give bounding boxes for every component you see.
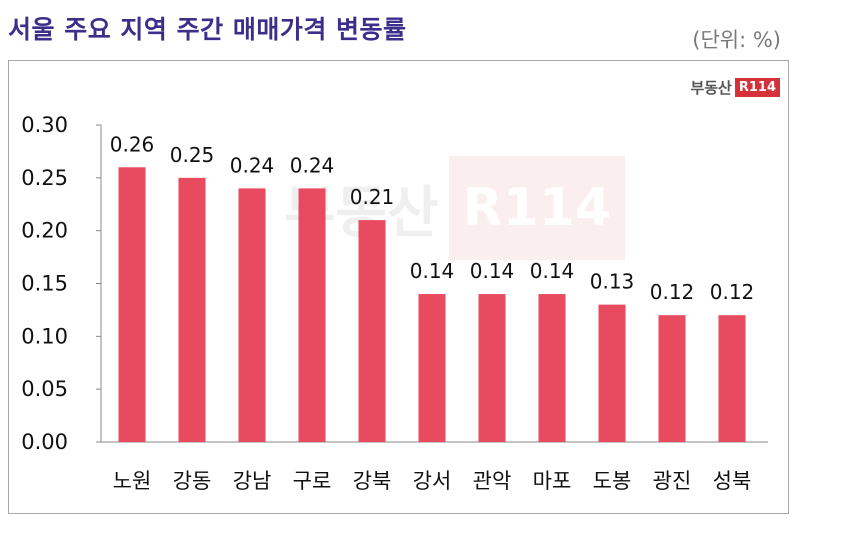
- data-label: 0.12: [650, 280, 695, 304]
- x-tick-label: 도봉: [593, 469, 632, 493]
- y-tick-label: 0.00: [21, 430, 68, 454]
- bar: [478, 294, 506, 442]
- y-tick-label: 0.15: [21, 272, 68, 296]
- bar: [118, 167, 146, 442]
- watermark-box: R114: [448, 156, 626, 260]
- y-tick-label: 0.25: [21, 166, 68, 190]
- x-tick-label: 노원: [113, 469, 152, 493]
- x-tick-label: 마포: [533, 469, 572, 493]
- x-tick-label: 강남: [233, 469, 272, 493]
- data-label: 0.24: [290, 153, 335, 177]
- data-label: 0.14: [530, 259, 575, 283]
- bar: [298, 188, 326, 442]
- data-label: 0.14: [410, 259, 455, 283]
- x-tick-label: 관악: [473, 469, 512, 493]
- data-label: 0.14: [470, 259, 515, 283]
- x-tick-label: 강동: [173, 469, 212, 493]
- y-tick-label: 0.20: [21, 219, 68, 243]
- data-label: 0.24: [230, 153, 275, 177]
- bar: [178, 177, 206, 443]
- x-tick-label: 강서: [413, 469, 452, 493]
- y-tick-label: 0.10: [21, 324, 68, 348]
- logo-box: R114: [734, 78, 780, 97]
- data-label: 0.13: [590, 270, 635, 294]
- bar: [598, 304, 626, 442]
- unit-label: (단위: %): [692, 28, 781, 52]
- x-tick-label: 구로: [293, 469, 332, 493]
- brand-logo: 부동산 R114: [690, 77, 780, 98]
- bar: [538, 294, 566, 442]
- y-tick-label: 0.30: [21, 113, 68, 137]
- data-label: 0.25: [170, 143, 215, 167]
- chart-title: 서울 주요 지역 주간 매매가격 변동률: [8, 15, 407, 44]
- logo-text: 부동산: [690, 79, 732, 97]
- data-label: 0.12: [710, 280, 755, 304]
- bar: [658, 315, 686, 442]
- bar: [418, 294, 446, 442]
- bar: [238, 188, 266, 442]
- x-tick-label: 성북: [713, 469, 752, 493]
- data-label: 0.26: [110, 132, 155, 156]
- x-tick-label: 강북: [353, 469, 392, 493]
- x-tick-label: 광진: [653, 469, 692, 493]
- y-tick-label: 0.05: [21, 377, 68, 401]
- data-label: 0.21: [350, 185, 395, 209]
- bar: [718, 315, 746, 442]
- watermark-logo: 부동산 R114: [284, 156, 626, 260]
- bar: [358, 220, 386, 442]
